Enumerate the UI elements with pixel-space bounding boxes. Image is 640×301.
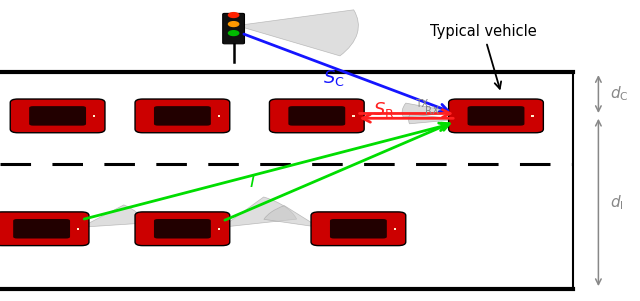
FancyBboxPatch shape <box>223 13 244 44</box>
Text: $S_{\mathrm{R}}$: $S_{\mathrm{R}}$ <box>373 100 395 120</box>
Circle shape <box>228 13 239 17</box>
Text: $d_{\mathrm{C}}$: $d_{\mathrm{C}}$ <box>610 85 628 104</box>
Wedge shape <box>408 114 456 124</box>
FancyBboxPatch shape <box>13 219 70 238</box>
FancyBboxPatch shape <box>468 106 524 126</box>
Wedge shape <box>222 197 297 227</box>
FancyBboxPatch shape <box>269 99 364 133</box>
FancyBboxPatch shape <box>93 115 95 117</box>
Circle shape <box>228 31 239 36</box>
FancyBboxPatch shape <box>218 115 220 117</box>
Wedge shape <box>237 10 358 56</box>
FancyBboxPatch shape <box>154 219 211 238</box>
Text: RX: RX <box>425 106 440 116</box>
FancyBboxPatch shape <box>330 219 387 238</box>
FancyBboxPatch shape <box>311 212 406 246</box>
FancyBboxPatch shape <box>135 212 230 246</box>
FancyBboxPatch shape <box>449 99 543 133</box>
Wedge shape <box>264 206 319 227</box>
Text: $S_{\mathrm{C}}$: $S_{\mathrm{C}}$ <box>323 68 345 88</box>
FancyBboxPatch shape <box>77 228 79 230</box>
FancyBboxPatch shape <box>394 228 396 230</box>
FancyBboxPatch shape <box>29 106 86 126</box>
Circle shape <box>228 22 239 26</box>
FancyBboxPatch shape <box>352 115 355 117</box>
Wedge shape <box>81 205 145 227</box>
FancyBboxPatch shape <box>289 106 345 126</box>
Text: TX: TX <box>415 99 428 110</box>
Text: Typical vehicle: Typical vehicle <box>430 24 536 89</box>
FancyBboxPatch shape <box>218 228 220 230</box>
FancyBboxPatch shape <box>0 212 89 246</box>
Text: $I$: $I$ <box>250 173 256 191</box>
Text: $d_{\mathrm{I}}$: $d_{\mathrm{I}}$ <box>610 193 623 212</box>
FancyBboxPatch shape <box>10 99 105 133</box>
FancyBboxPatch shape <box>135 99 230 133</box>
FancyBboxPatch shape <box>531 115 534 117</box>
Wedge shape <box>402 103 456 117</box>
FancyBboxPatch shape <box>154 106 211 126</box>
